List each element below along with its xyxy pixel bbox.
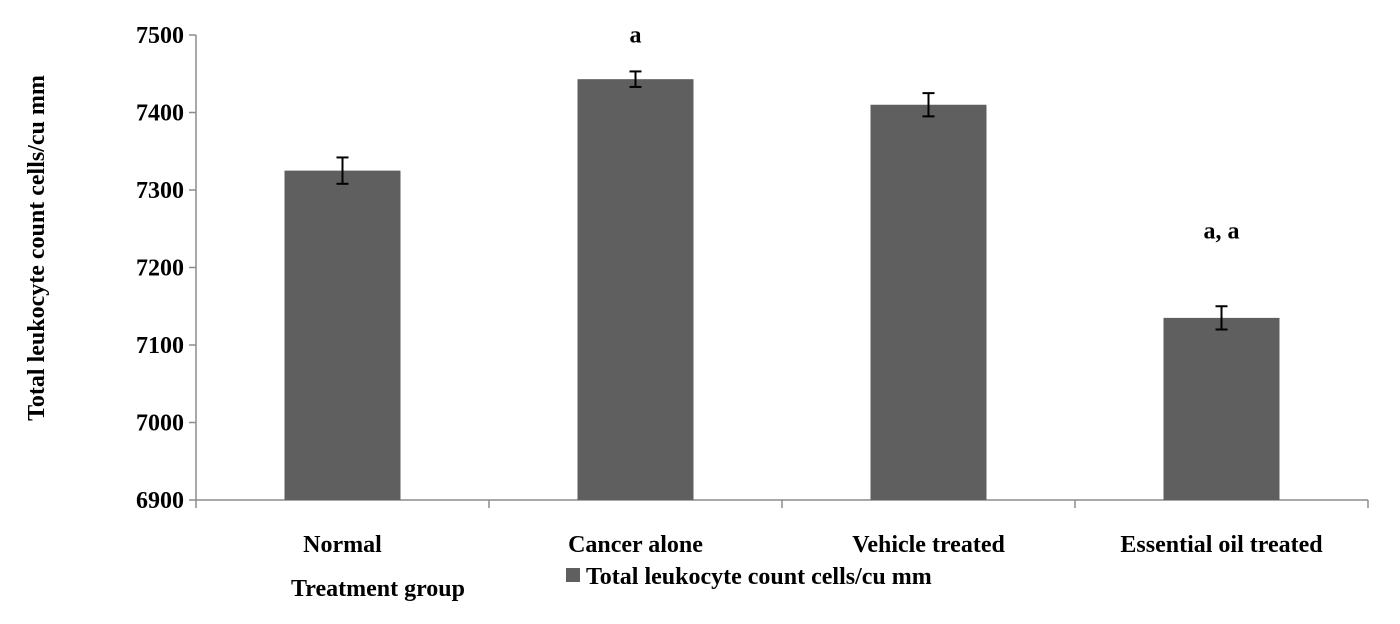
y-axis-title: Total leukocyte count cells/cu mm (24, 75, 50, 421)
x-category-label: Normal (303, 532, 382, 558)
y-tick-label: 7500 (136, 23, 184, 49)
x-axis-title: Treatment group (291, 576, 465, 602)
x-category-label: Vehicle treated (852, 532, 1005, 558)
significance-label: a, a (1204, 218, 1240, 244)
bars (284, 79, 1280, 501)
bar-essential-oil-treated (1163, 317, 1280, 500)
y-tick-label: 7200 (136, 256, 184, 282)
bar-cancer-alone (577, 79, 694, 501)
y-tick-labels: 6900 7000 7100 7200 7300 7400 7500 (136, 23, 184, 514)
y-tick-label: 6900 (136, 488, 184, 514)
annotations: a a, a (630, 22, 1240, 244)
y-tick-label: 7000 (136, 411, 184, 437)
bar-normal (284, 170, 401, 500)
x-category-labels: Normal Cancer alone Vehicle treated Essenti… (303, 532, 1323, 558)
legend-swatch (566, 568, 580, 582)
legend: Total leukocyte count cells/cu mm (566, 564, 932, 590)
y-tick-label: 7300 (136, 178, 184, 204)
error-bars (336, 70, 1228, 331)
bar-vehicle-treated (870, 104, 987, 500)
significance-label: a (630, 22, 642, 48)
y-tick-label: 7400 (136, 101, 184, 127)
x-category-label: Essential oil treated (1120, 532, 1323, 558)
x-category-label: Cancer alone (568, 532, 703, 558)
legend-label: Total leukocyte count cells/cu mm (586, 564, 932, 590)
y-tick-label: 7100 (136, 333, 184, 359)
